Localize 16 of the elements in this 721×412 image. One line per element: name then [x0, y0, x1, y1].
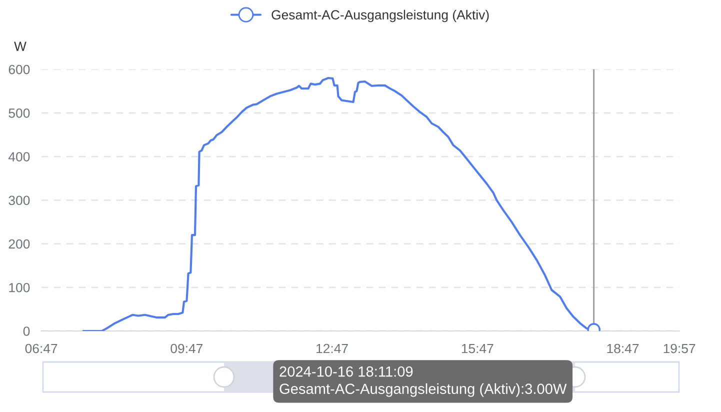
- y-tick-label: 600: [8, 64, 30, 74]
- y-tick-label: 0: [23, 326, 30, 336]
- y-tick-label: 500: [8, 108, 30, 118]
- y-tick-label: 100: [9, 282, 30, 292]
- x-tick-label: 19:57: [664, 344, 696, 354]
- text: 2024-10-16 18:11:09 Gesamt-AC-Ausgangsleistung (Aktiv):3.00W: [280, 366, 567, 397]
- x-tick-label: 09:47: [170, 344, 203, 354]
- x-tick-label: 06:47: [25, 344, 58, 354]
- x-tick-label: 15:47: [462, 344, 494, 354]
- y-tick-label: 300: [8, 196, 30, 206]
- y-tick-label: 200: [8, 239, 30, 249]
- legend-label: Gesamt-AC-Ausgangsleistung (Aktiv): [272, 10, 489, 22]
- y-axis-title: W: [14, 42, 26, 51]
- y-tick-label: 400: [8, 152, 30, 162]
- x-tick-label: 18:47: [607, 344, 639, 354]
- x-tick-label: 12:47: [316, 344, 348, 354]
